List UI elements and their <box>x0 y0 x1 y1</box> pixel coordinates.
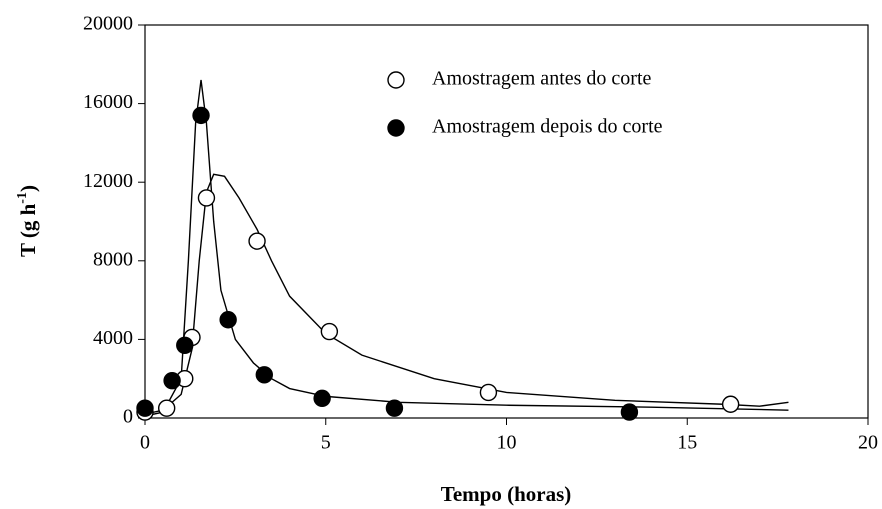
x-tick-label: 0 <box>140 432 150 454</box>
point <box>192 106 210 125</box>
point <box>248 232 266 250</box>
point <box>620 403 639 421</box>
point <box>313 389 331 408</box>
y-tick-label: 8000 <box>93 248 133 270</box>
y-tick-label: 12000 <box>83 170 133 192</box>
x-tick-label: 15 <box>677 432 697 454</box>
fit-curve <box>144 173 789 415</box>
legend-label: Amostragem antes do corte <box>432 68 651 90</box>
point <box>479 383 498 402</box>
y-tick-label: 0 <box>123 406 133 428</box>
x-tick-label: 20 <box>858 432 878 454</box>
legend-label: Amostragem depois do corte <box>432 116 663 138</box>
y-tick-label: 16000 <box>83 91 133 113</box>
point <box>721 395 740 413</box>
y-tick-label: 20000 <box>83 13 133 35</box>
y-axis-label-sup: -1 <box>15 192 30 204</box>
legend-marker <box>387 71 405 89</box>
y-axis-label-main: T (g h <box>16 203 40 257</box>
point <box>255 366 273 384</box>
x-tick-label: 10 <box>497 432 517 454</box>
legend-marker <box>387 119 405 137</box>
x-tick-label: 5 <box>321 432 331 454</box>
point <box>320 322 339 341</box>
point <box>176 336 194 354</box>
point <box>136 399 154 417</box>
point <box>163 371 181 390</box>
y-tick-label: 4000 <box>93 327 133 349</box>
point <box>197 189 216 207</box>
x-axis-label: Tempo (horas) <box>441 482 571 506</box>
point <box>219 311 237 329</box>
y-axis-label-end: ) <box>16 185 40 192</box>
point <box>157 399 176 417</box>
point <box>385 399 404 417</box>
y-axis-label: T (g h-1) <box>15 185 40 257</box>
